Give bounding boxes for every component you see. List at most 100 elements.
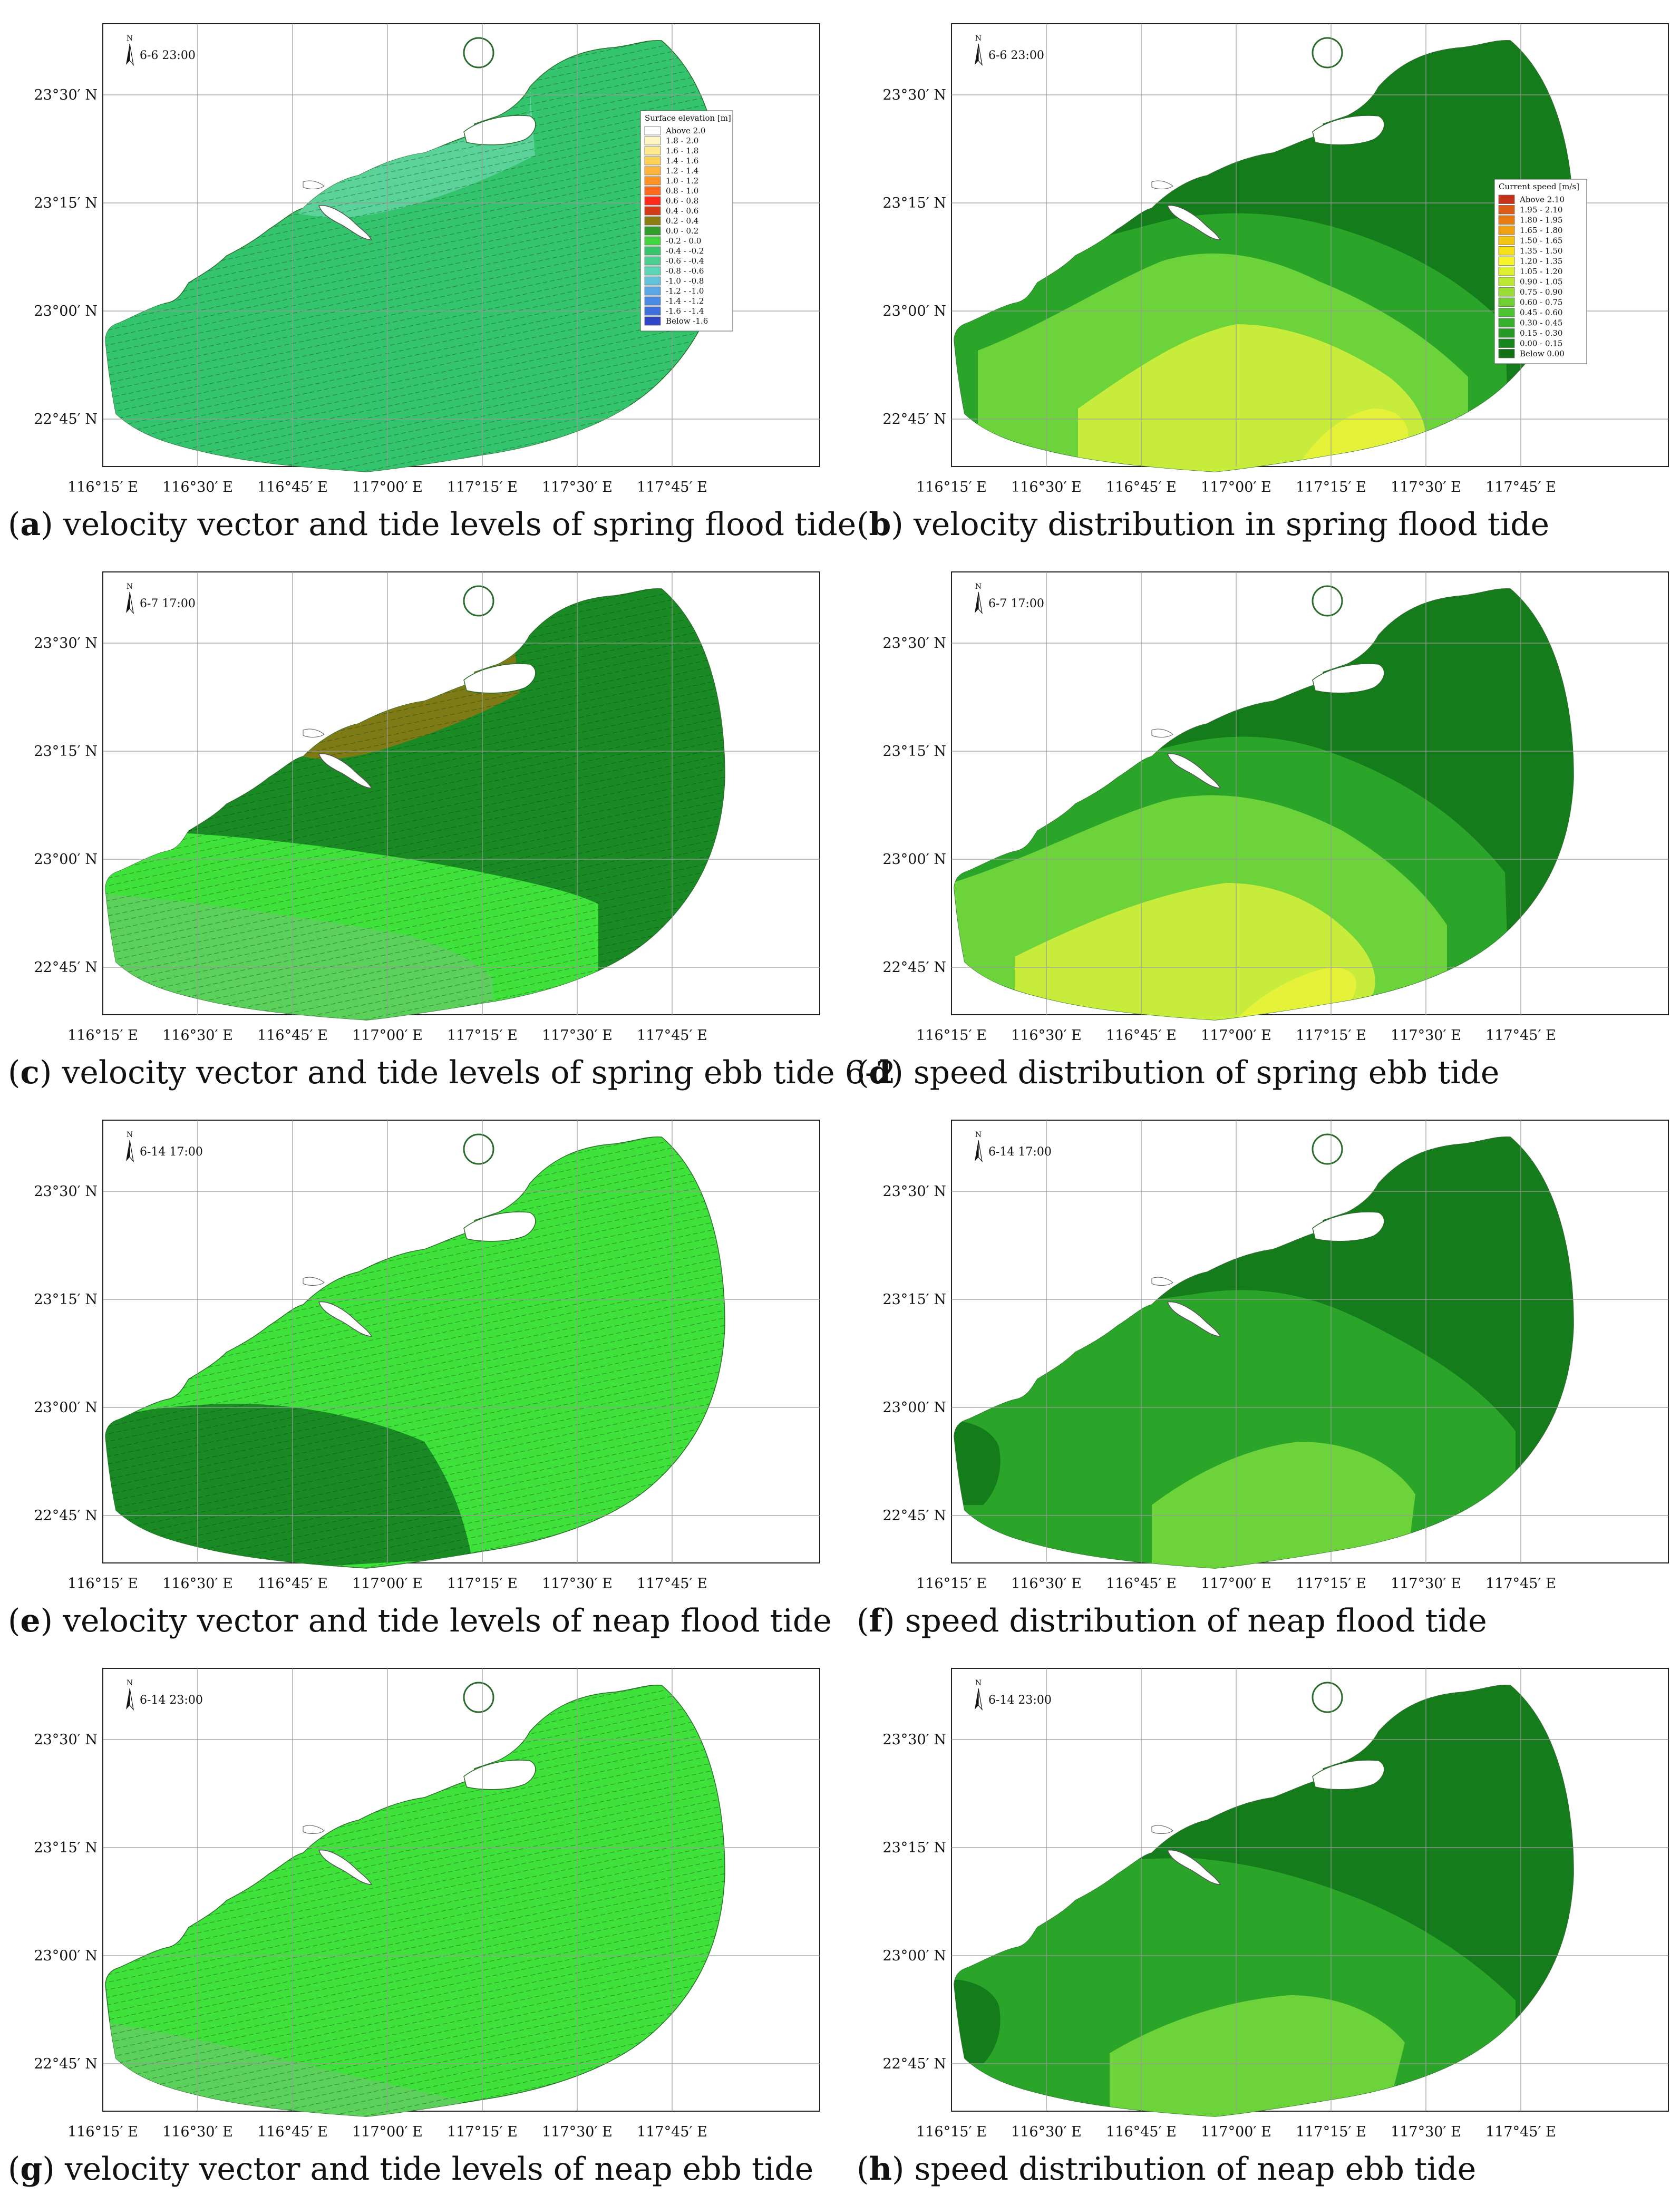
y-tick-label: 22°45′ N — [882, 411, 946, 428]
y-tick-label: 23°30′ N — [34, 1732, 98, 1748]
x-tick-label: 116°30′ E — [162, 1576, 233, 1592]
map-panel-b: 23°30′ N 23°15′ N 23°00′ N 22°45′ N 116°… — [857, 8, 1679, 551]
islands — [303, 1133, 536, 1337]
y-tick-label: 23°00′ N — [34, 1400, 98, 1416]
legend-swatch — [644, 176, 661, 186]
x-tick-label: 116°30′ E — [1011, 1576, 1082, 1592]
y-tick-label: 23°30′ N — [882, 87, 946, 103]
x-tick-label: 116°15′ E — [67, 1576, 138, 1592]
map-grid — [103, 1120, 820, 1563]
x-tick-label: 116°30′ E — [1011, 1027, 1082, 1044]
contour-zone — [954, 1421, 1001, 1505]
legend-swatch — [644, 196, 661, 206]
y-axis-labels: 23°30′ N 23°15′ N 23°00′ N 22°45′ N — [34, 1732, 98, 2072]
legend-swatch — [644, 186, 661, 196]
y-tick-label: 22°45′ N — [882, 2056, 946, 2072]
legend-label: Above 2.10 — [1519, 195, 1565, 205]
svg-text:N: N — [975, 582, 982, 591]
timestamp-label: 6-7 17:00 — [140, 597, 196, 610]
legend-swatch — [644, 286, 661, 296]
legend-swatch — [644, 236, 661, 246]
map-panel-f: 23°30′ N 23°15′ N 23°00′ N 22°45′ N 116°… — [857, 1104, 1679, 1647]
legend-label: 0.75 - 0.90 — [1520, 287, 1562, 297]
x-tick-label: 117°15′ E — [447, 1027, 518, 1044]
x-tick-label: 117°30′ E — [542, 479, 613, 496]
speed-legend: Current speed [m/s] Above 2.101.95 - 2.10… — [1494, 179, 1587, 364]
legend-swatch — [644, 226, 661, 236]
x-tick-label: 117°30′ E — [542, 2124, 613, 2140]
legend-label: 1.95 - 2.10 — [1520, 205, 1562, 215]
map-panel-e: 23°30′ N 23°15′ N 23°00′ N 22°45′ N 116°… — [8, 1104, 832, 1647]
x-tick-label: 117°00′ E — [1201, 1027, 1271, 1044]
legend-label: 1.8 - 2.0 — [666, 136, 698, 145]
x-axis-labels: 116°15′ E 116°30′ E 116°45′ E 117°00′ E … — [67, 1576, 707, 1592]
panel-caption-h: (h) speed distribution of neap ebb tide — [857, 2151, 1477, 2188]
islands — [1151, 585, 1385, 789]
legend-label: 0.2 - 0.4 — [666, 216, 698, 226]
x-tick-label: 117°30′ E — [1391, 1027, 1461, 1044]
legend-label: 0.4 - 0.6 — [666, 206, 698, 216]
legend-swatch — [1498, 328, 1515, 338]
panel-caption-f: (f) speed distribution of neap flood tid… — [857, 1602, 1487, 1639]
legend-swatch — [644, 266, 661, 276]
legend-label: -1.6 - -1.4 — [666, 306, 704, 316]
map-figure: 23°30′ N 23°15′ N 23°00′ N 22°45′ N 116°… — [882, 571, 1669, 1044]
legend-label: Above 2.0 — [665, 126, 705, 135]
y-tick-label: 23°00′ N — [882, 303, 946, 319]
x-tick-label: 116°30′ E — [162, 2124, 233, 2140]
legend-swatch — [644, 296, 661, 306]
x-tick-label: 117°30′ E — [1391, 1576, 1461, 1592]
islands — [1151, 1133, 1385, 1337]
panel-caption-g: (g) velocity vector and tide levels of n… — [8, 2151, 814, 2188]
legend-label: 0.6 - 0.8 — [666, 196, 698, 206]
north-arrow-icon: N — [126, 1679, 134, 1711]
map-grid — [951, 1120, 1668, 1563]
y-tick-label: 23°15′ N — [34, 195, 98, 211]
legend-label: -1.2 - -1.0 — [666, 286, 704, 296]
sea-area — [954, 588, 1574, 1021]
legend-swatch — [644, 126, 661, 135]
legend-swatch — [1498, 287, 1515, 297]
x-axis-labels: 116°15′ E 116°30′ E 116°45′ E 117°00′ E … — [916, 1576, 1556, 1592]
map-figure: 23°30′ N 23°15′ N 23°00′ N 22°45′ N 116°… — [34, 571, 820, 1044]
x-tick-label: 116°45′ E — [1106, 2124, 1177, 2140]
x-tick-label: 117°45′ E — [637, 1027, 707, 1044]
svg-text:N: N — [127, 1679, 133, 1687]
north-arrow-icon: N — [975, 1679, 983, 1711]
legend-label: -0.8 - -0.6 — [666, 266, 704, 276]
x-tick-label: 117°45′ E — [637, 1576, 707, 1592]
x-tick-label: 116°15′ E — [916, 1027, 987, 1044]
timestamp-label: 6-7 17:00 — [988, 597, 1044, 610]
legend-swatch — [644, 136, 661, 145]
y-axis-labels: 23°30′ N 23°15′ N 23°00′ N 22°45′ N — [882, 1183, 946, 1524]
panel-caption-d: (d) speed distribution of spring ebb tid… — [857, 1054, 1500, 1091]
timestamp-label: 6-14 23:00 — [988, 1694, 1052, 1707]
legend-label: 1.50 - 1.65 — [1520, 236, 1562, 246]
x-tick-label: 117°45′ E — [1485, 1576, 1556, 1592]
svg-text:N: N — [975, 1131, 982, 1139]
svg-text:N: N — [975, 1679, 982, 1687]
legend-swatch — [1498, 226, 1515, 235]
y-tick-label: 23°15′ N — [34, 1291, 98, 1308]
legend-title: Surface elevation [m] — [645, 113, 731, 123]
legend-label: -0.4 - -0.2 — [666, 246, 704, 256]
x-tick-label: 117°30′ E — [1391, 479, 1461, 496]
map-figure: 23°30′ N 23°15′ N 23°00′ N 22°45′ N 116°… — [882, 23, 1669, 496]
north-arrow-icon: N — [975, 582, 983, 615]
map-figure: 23°30′ N 23°15′ N 23°00′ N 22°45′ N 116°… — [34, 1120, 820, 1592]
contour-zone — [1152, 1442, 1415, 1568]
legend-swatch — [644, 316, 661, 326]
x-tick-label: 117°15′ E — [1296, 1027, 1366, 1044]
legend-label: 1.2 - 1.4 — [666, 166, 698, 176]
x-tick-label: 116°30′ E — [1011, 479, 1082, 496]
x-tick-label: 116°45′ E — [257, 479, 328, 496]
panel-caption-c: (c) velocity vector and tide levels of s… — [8, 1054, 896, 1091]
x-tick-label: 116°30′ E — [162, 479, 233, 496]
map-panel-c: 23°30′ N 23°15′ N 23°00′ N 22°45′ N 116°… — [8, 556, 896, 1099]
x-tick-label: 117°45′ E — [1485, 479, 1556, 496]
x-tick-label: 116°15′ E — [67, 1027, 138, 1044]
legend-swatch — [1498, 297, 1515, 307]
x-tick-label: 116°45′ E — [1106, 1576, 1177, 1592]
legend-swatch — [1498, 205, 1515, 215]
x-tick-label: 117°00′ E — [352, 2124, 423, 2140]
